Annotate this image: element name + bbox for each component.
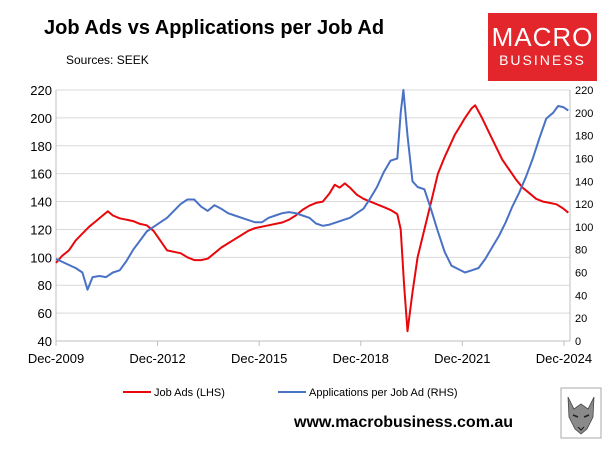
y-right-tick-label: 220 [575,85,593,97]
x-tick-label: Dec-2024 [536,351,592,366]
y-right-tick-label: 40 [575,290,587,302]
series-lines [55,89,569,333]
y-right-tick-label: 60 [575,268,587,280]
y-left-tick-label: 180 [30,139,52,154]
y-right-tick-label: 20 [575,313,587,325]
series-line-job-ads [55,104,569,333]
y-right-tick-label: 0 [575,336,581,348]
website-url[interactable]: www.macrobusiness.com.au [294,414,514,431]
chart-title: Job Ads vs Applications per Job Ad [44,17,385,39]
y-right-tick-label: 200 [575,108,593,120]
y-left-tick-label: 160 [30,167,52,182]
x-tick-label: Dec-2012 [129,351,185,366]
y-left-tick-label: 220 [30,83,52,98]
y-left-tick-label: 200 [30,111,52,126]
y-left-tick-label: 100 [30,250,52,265]
y-right-tick-label: 120 [575,199,593,211]
y-left-tick-label: 60 [38,306,52,321]
y-left-tick-label: 140 [30,195,52,210]
y-right-tick-label: 140 [575,176,593,188]
logo-line-1: MACRO [491,22,594,52]
x-tick-label: Dec-2009 [28,351,84,366]
legend-label: Job Ads (LHS) [154,387,225,399]
y-right-tick-label: 80 [575,245,587,257]
y-right-tick-label: 100 [575,222,593,234]
chart-source: Sources: SEEK [66,53,149,67]
wolf-logo-icon [560,387,602,439]
x-tick-label: Dec-2018 [333,351,389,366]
legend: Job Ads (LHS) Applications per Job Ad (RH… [123,387,458,399]
series-line-applications [55,89,569,291]
legend-label: Applications per Job Ad (RHS) [309,387,458,399]
y-left-tick-label: 120 [30,222,52,237]
y-right-tick-label: 160 [575,153,593,165]
y-left-tick-label: 80 [38,278,52,293]
axes: 40 60 80 100 120 140 160 180 200 220 0 20 40 60 80 100 1… [28,83,594,366]
x-tick-label: Dec-2021 [434,351,490,366]
gridlines [56,89,570,342]
y-left-tick-label: 40 [38,334,52,349]
x-tick-label: Dec-2015 [231,351,287,366]
logo-line-2: BUSINESS [499,52,586,68]
y-right-tick-label: 180 [575,131,593,143]
macrobusiness-logo[interactable]: MACRO BUSINESS [488,13,597,81]
